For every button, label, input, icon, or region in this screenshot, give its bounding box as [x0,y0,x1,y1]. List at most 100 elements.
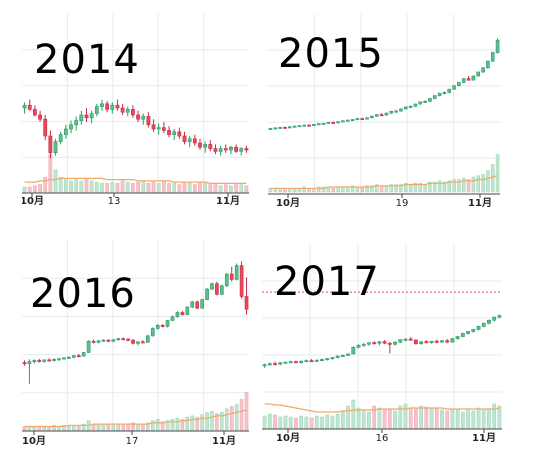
candle-body [180,312,185,315]
candle-body [115,104,120,109]
volume-bar [165,420,170,431]
candle-body [81,352,86,357]
volume-bar [210,410,214,431]
volume-bar [229,406,234,431]
volume-bar [413,183,418,193]
candle-body [273,363,277,366]
candle-body [424,341,429,344]
chart-panel-2016: 10月 17 11月 [22,240,249,452]
candle-body [244,296,249,310]
candle-body [198,142,202,148]
volume-bar [72,425,76,431]
volume-bar [440,409,444,429]
candle-body [48,135,53,154]
volume-bar [167,183,171,193]
candle-body [293,361,298,364]
candle-body [394,110,398,113]
candle-body [399,108,403,112]
volume-bar [491,164,495,193]
volume-bar [492,403,497,429]
candle-body [71,355,76,358]
candle-body [32,360,37,362]
volume-bar [299,415,303,429]
volume-bar [62,425,66,431]
candle-body [398,339,403,343]
candle-body [116,338,121,341]
volume-bar [476,407,481,429]
candle-body [167,130,171,135]
volume-bar [325,414,330,429]
candle-body [155,324,160,329]
volume-bar [79,180,84,193]
volume-bar [304,416,309,429]
volume-bar [481,174,485,193]
candle-body [423,101,427,103]
candle-body [442,92,447,95]
candle-body [62,357,66,360]
volume-bar [442,181,447,193]
candle-body [195,301,200,309]
candle-body [461,78,466,83]
candle-body [384,112,389,116]
volume-bar [69,180,73,193]
volume-ma-line [264,403,500,413]
volume-bar [457,179,461,193]
volume-bar [43,176,48,193]
candle-body [447,88,452,93]
volume-bar [213,183,218,193]
volume-bar [136,181,140,193]
volume-bar [81,423,86,431]
candle-body [268,128,273,130]
candle-body [440,340,444,343]
candle-body [74,120,79,126]
volume-bar [414,408,418,429]
candle-body [471,75,476,81]
candle-body [455,336,460,339]
candle-body [244,148,249,151]
candle-body [413,103,418,107]
volume-bar [365,185,369,193]
volume-bar [229,185,233,193]
candle-body [53,141,58,154]
volume-ma-line [270,175,498,189]
candle-body [304,360,309,363]
candle-body [418,101,423,105]
volume-bar [52,425,56,431]
candle-body [110,104,115,110]
volume-bar [346,186,350,193]
candle-body [429,340,434,343]
volume-bar [205,412,209,431]
volume-bar [481,409,486,429]
volume-bar [27,186,32,193]
volume-bar [175,417,180,431]
volume-bar [375,184,379,193]
candle-body [307,124,311,127]
volume-bar [203,183,207,193]
volume-bar [433,181,437,193]
candle-body [57,358,61,361]
volume-bar [394,184,398,193]
chart-panel-2014: 10月 13 11月 [22,14,249,212]
candle-body [403,106,408,110]
volume-bar [476,175,480,193]
volume-bar [360,186,364,193]
volume-bar [428,181,432,193]
candle-body [450,338,455,343]
volume-bar [33,185,37,193]
candle-body [278,127,282,129]
volume-bar [461,411,465,429]
candle-body [190,301,195,308]
candle-body [69,124,73,130]
volume-bar [120,180,125,193]
volume-bar [393,410,397,429]
candle-body [403,338,408,341]
candle-body [203,144,208,148]
candle-body [492,316,497,321]
volume-bar [155,419,160,431]
volume-bar [182,181,187,193]
candle-body [177,131,182,137]
candle-body [156,127,161,130]
volume-bar [150,420,155,431]
volume-bar [208,184,213,193]
volume-bar [234,183,238,193]
